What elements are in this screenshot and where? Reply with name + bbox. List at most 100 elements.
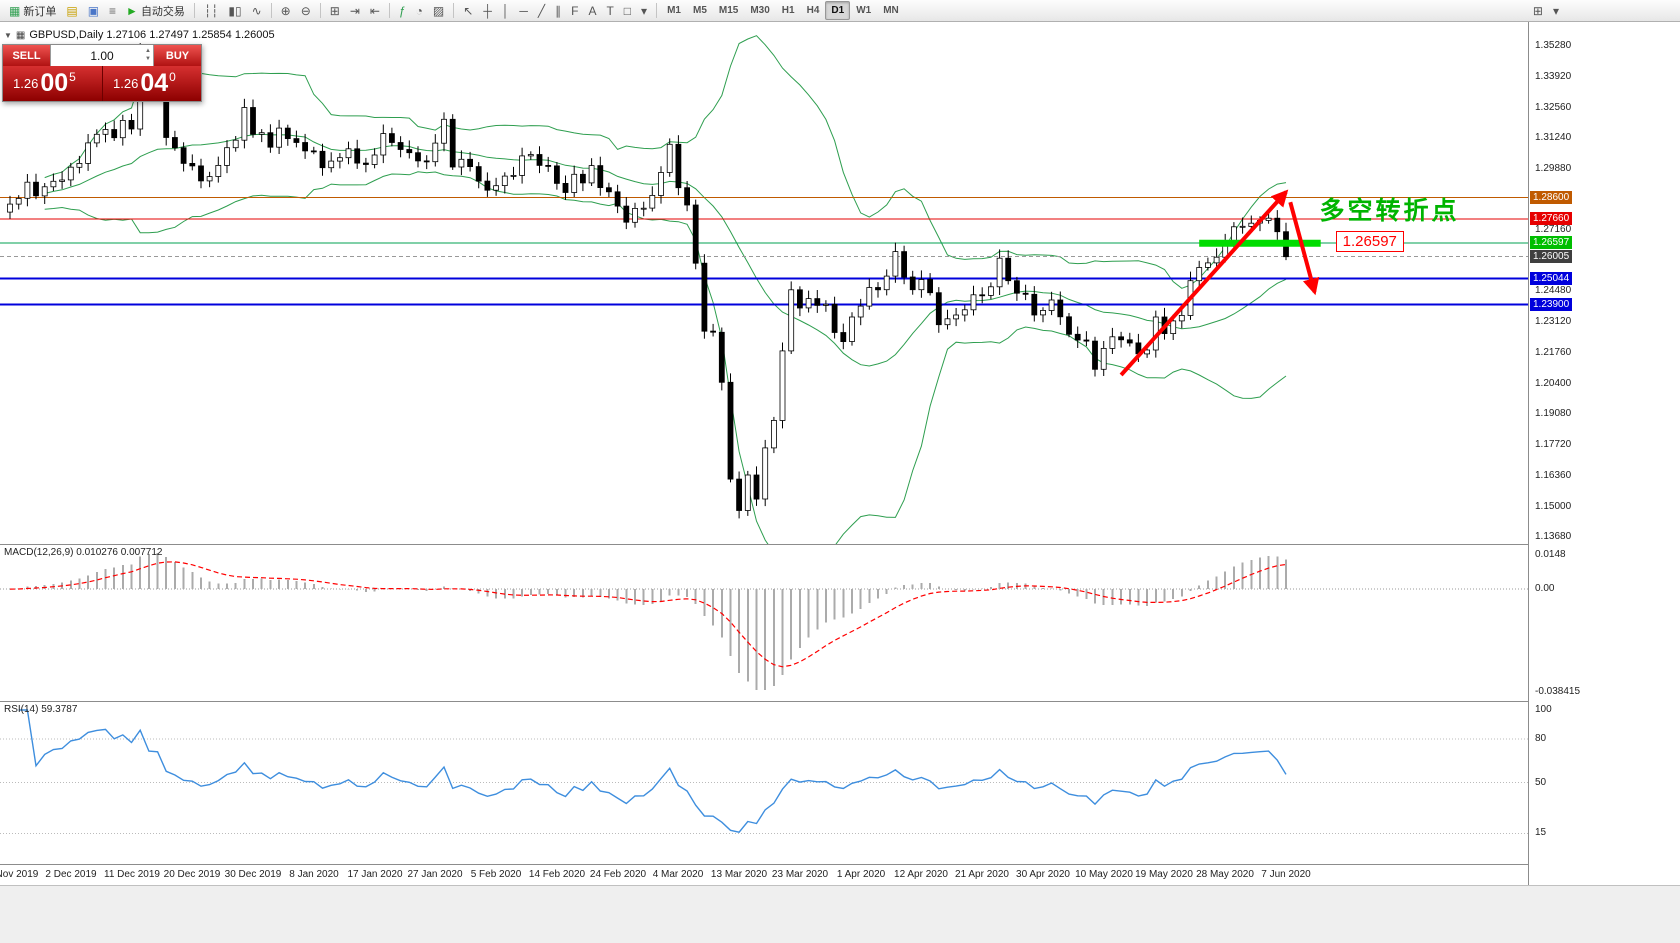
toolbar-separator bbox=[193, 3, 195, 18]
buy-button[interactable]: BUY bbox=[154, 45, 201, 66]
volume-input[interactable]: 1.00 ▲ ▼ bbox=[50, 45, 154, 66]
buy-price-sup: 0 bbox=[169, 69, 176, 84]
equidistant-channel-icon: ∥ bbox=[555, 3, 562, 18]
quick-chart-button[interactable]: ▤ bbox=[61, 1, 82, 20]
templates-button[interactable]: ▨ bbox=[428, 1, 449, 20]
profiles-button[interactable]: ▣ bbox=[83, 1, 104, 20]
horizontal-line-button[interactable]: ─ bbox=[514, 1, 533, 20]
level-price-label: 1.26597 bbox=[1335, 231, 1404, 252]
chart-profile-icon: ⊞ bbox=[1532, 3, 1543, 18]
price-scale-axis[interactable]: 1.35280 1.33920 1.32560 1.31240 1.29880 1.271… bbox=[1528, 22, 1680, 885]
candlestick-chart-icon: ▦ bbox=[15, 29, 26, 41]
equidistant-channel-button[interactable]: ∥ bbox=[550, 1, 566, 20]
zoom-in-icon: ⊕ bbox=[280, 3, 291, 18]
volume-value: 1.00 bbox=[90, 48, 114, 63]
chart-title: GBPUSD,Daily 1.27106 1.27497 1.25854 1.2… bbox=[29, 29, 275, 41]
timeframe-m5-button[interactable]: M5 bbox=[692, 5, 707, 16]
shapes-more-button[interactable]: ▾ bbox=[636, 1, 652, 20]
price-tick-label: 1.20400 bbox=[1535, 378, 1572, 390]
line-chart-button[interactable]: ∿ bbox=[247, 1, 267, 20]
tile-windows-button[interactable]: ⊞ bbox=[325, 1, 345, 20]
price-tick-label: 1.35280 bbox=[1535, 39, 1572, 51]
bar-chart-button[interactable]: ┆┆ bbox=[199, 1, 223, 20]
volume-down-arrow-icon[interactable]: ▼ bbox=[145, 56, 151, 62]
rsi-canvas[interactable] bbox=[0, 702, 1528, 865]
buy-price-big: 04 bbox=[140, 69, 169, 97]
price-level-badge: 1.28600 bbox=[1530, 190, 1573, 204]
timeframe-h4-button[interactable]: H4 bbox=[806, 5, 820, 16]
price-tick-label: 1.33920 bbox=[1535, 70, 1572, 82]
chart-shift-button[interactable]: ⇤ bbox=[365, 1, 385, 20]
text-button[interactable]: A bbox=[583, 1, 601, 20]
rsi-scale-label: 15 bbox=[1535, 827, 1547, 839]
price-chart-canvas[interactable] bbox=[0, 22, 1528, 545]
window-menu-icon: ▾ bbox=[1552, 3, 1559, 18]
price-tick-label: 1.24480 bbox=[1535, 285, 1572, 297]
zoom-out-button[interactable]: ⊖ bbox=[296, 1, 316, 20]
timeframe-m1-button[interactable]: M1 bbox=[667, 5, 681, 16]
data-window-button[interactable]: ≡ bbox=[104, 1, 121, 20]
profiles-icon: ▣ bbox=[87, 3, 100, 18]
price-level-badge: 1.25044 bbox=[1530, 271, 1573, 285]
auto-scroll-button[interactable]: ⇥ bbox=[345, 1, 365, 20]
candlestick-chart-icon: ▮▯ bbox=[228, 3, 242, 18]
buy-price-base: 1.26 bbox=[113, 76, 139, 91]
window-menu-button[interactable]: ▾ bbox=[1548, 1, 1564, 20]
chart-profile-button[interactable]: ⊞ bbox=[1528, 1, 1548, 20]
volume-spinner[interactable]: ▲ ▼ bbox=[145, 47, 151, 63]
one-click-collapse-button[interactable]: ▼ bbox=[4, 30, 12, 40]
periods-button[interactable]: ◔ bbox=[411, 1, 428, 20]
text-icon: A bbox=[588, 3, 597, 18]
price-tick-label: 1.32560 bbox=[1535, 101, 1572, 113]
price-tick-label: 1.17720 bbox=[1535, 438, 1572, 450]
indicators-button[interactable]: ƒ bbox=[394, 1, 411, 20]
timeframe-mn-button[interactable]: MN bbox=[883, 5, 899, 16]
date-label: 1 Apr 2020 bbox=[836, 869, 886, 880]
macd-scale-min: -0.038415 bbox=[1535, 686, 1581, 697]
sell-button[interactable]: SELL bbox=[3, 45, 50, 66]
tile-windows-icon: ⊞ bbox=[329, 3, 340, 18]
new-order-button[interactable]: ▦ 新订单 bbox=[4, 1, 61, 20]
chart-title-row: ▼ ▦ GBPUSD,Daily 1.27106 1.27497 1.25854… bbox=[4, 29, 275, 41]
timeframe-w1-button[interactable]: W1 bbox=[856, 5, 872, 16]
price-level-badge: 1.26005 bbox=[1530, 249, 1573, 263]
date-label: 12 Apr 2020 bbox=[894, 869, 948, 880]
price-tick-label: 1.13680 bbox=[1535, 530, 1572, 542]
crosshair-button[interactable]: ┼ bbox=[478, 1, 497, 20]
text-label-button[interactable]: T bbox=[601, 1, 618, 20]
main-toolbar: ▦ 新订单 ▤ ▣ ≡ ► 自动交易 ┆┆ ▮▯ ∿ ⊕ ⊖ ⊞ ⇥ ⇤ ƒ ◔ ▨ ↖ ┼ │ ─ ╱ ∥ F A T □ ▾ M1 M5… bbox=[0, 0, 1680, 22]
rsi-scale-label: 50 bbox=[1535, 776, 1547, 788]
date-label: 19 May 2020 bbox=[1135, 869, 1193, 880]
date-label: 7 Jun 2020 bbox=[1261, 869, 1311, 880]
rsi-scale-label: 80 bbox=[1535, 733, 1547, 744]
periods-icon: ◔ bbox=[415, 3, 423, 18]
timeframe-d1-button[interactable]: D1 bbox=[825, 1, 851, 20]
auto-trading-button[interactable]: ► 自动交易 bbox=[121, 1, 190, 20]
trendline-button[interactable]: ╱ bbox=[533, 1, 550, 20]
timeframe-h1-button[interactable]: H1 bbox=[781, 5, 795, 16]
price-level-badge: 1.26597 bbox=[1530, 236, 1573, 250]
timeframe-m30-button[interactable]: M30 bbox=[750, 5, 770, 16]
crosshair-icon: ┼ bbox=[483, 3, 492, 18]
toolbar-separator bbox=[388, 3, 390, 18]
date-label: 5 Feb 2020 bbox=[470, 869, 522, 880]
price-tick-label: 1.15000 bbox=[1535, 500, 1572, 512]
timeframe-m15-button[interactable]: M15 bbox=[718, 5, 739, 16]
vertical-line-button[interactable]: │ bbox=[497, 1, 515, 20]
date-label: 30 Dec 2019 bbox=[224, 869, 282, 880]
volume-up-arrow-icon[interactable]: ▲ bbox=[145, 48, 151, 54]
zoom-in-button[interactable]: ⊕ bbox=[276, 1, 296, 20]
date-label: 8 Jan 2020 bbox=[289, 869, 339, 880]
candlestick-chart-button[interactable]: ▮▯ bbox=[223, 1, 246, 20]
buy-price[interactable]: 1.26 04 0 bbox=[102, 66, 201, 101]
macd-scale-max: 0.0148 bbox=[1535, 549, 1566, 560]
fibonacci-button[interactable]: F bbox=[566, 1, 583, 20]
one-click-trading-panel: SELL 1.00 ▲ ▼ BUY 1.26 00 5 1 bbox=[2, 44, 202, 102]
date-label: 17 Jan 2020 bbox=[347, 869, 403, 880]
cursor-button[interactable]: ↖ bbox=[458, 1, 478, 20]
macd-canvas[interactable] bbox=[0, 545, 1528, 702]
sell-price[interactable]: 1.26 00 5 bbox=[3, 66, 102, 101]
shapes-button[interactable]: □ bbox=[619, 1, 636, 20]
